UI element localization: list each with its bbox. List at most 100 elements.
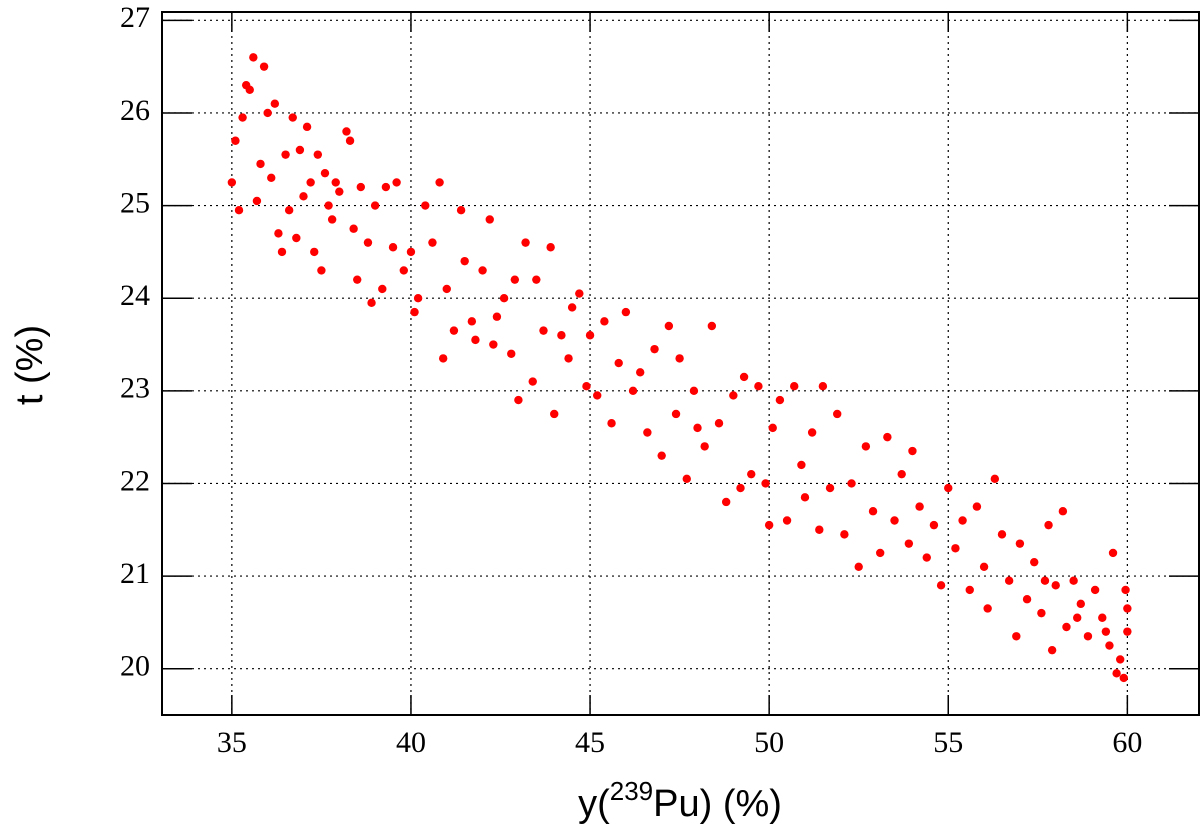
point [234,206,244,215]
point [754,381,763,391]
point [951,544,960,553]
point [675,354,684,363]
point [345,136,355,145]
point [1083,632,1093,641]
point [768,423,777,433]
point [499,294,509,303]
point [306,178,315,187]
point [621,307,631,317]
point [353,275,362,284]
point [1012,632,1021,641]
point [1037,608,1046,618]
point [370,201,380,210]
point [936,581,946,590]
point [363,238,373,247]
point [327,215,337,224]
point [292,233,301,243]
point [270,99,280,108]
point [392,178,401,187]
point [671,409,681,419]
point [471,335,480,345]
point [729,391,738,400]
point [714,419,724,428]
point [428,238,437,247]
point [636,368,645,377]
point [249,53,258,62]
point [1123,604,1132,613]
point [259,62,269,71]
point [1044,520,1053,530]
point [263,108,272,118]
point [252,196,262,206]
point [600,317,609,326]
point [532,275,541,284]
point [825,483,835,493]
point [1123,627,1132,636]
y-tick-label: 20 [120,650,150,683]
point [607,419,616,428]
point [922,553,931,562]
x-axis-label: y(239Pu) (%) [578,776,782,825]
point [997,530,1007,539]
point [313,150,323,159]
point [883,432,892,442]
point [335,187,344,196]
point [510,275,520,284]
y-tick-label: 24 [120,279,150,312]
point [564,354,573,363]
point [1101,627,1111,636]
point [413,294,423,303]
point [875,548,885,558]
point [1119,673,1128,683]
point [593,391,602,400]
point [521,238,530,247]
x-tick-label: 50 [754,726,784,759]
point [1062,622,1071,632]
point [747,469,756,479]
point [324,201,333,210]
point [944,483,953,493]
y-tick-label: 26 [120,94,150,127]
point [585,331,595,340]
point [410,307,419,317]
point [797,460,806,470]
point [990,474,1000,484]
point [908,446,917,456]
point [764,520,774,530]
point [320,168,330,178]
point [550,409,559,419]
point [775,395,785,405]
point [643,428,652,437]
point [790,381,799,391]
x-tick-label: 55 [933,726,963,759]
x-label-sup: 239 [610,776,653,806]
point [664,321,674,331]
y-tick-label: 21 [120,557,150,590]
point [295,145,305,155]
point [349,224,358,233]
point [1040,576,1050,585]
point [904,539,914,548]
point [557,331,566,340]
y-tick-label: 22 [120,464,150,497]
point [682,474,691,484]
point [281,150,290,159]
point [442,284,451,294]
point [958,516,967,525]
point [840,530,849,539]
point [1115,655,1125,664]
point [267,173,276,182]
point [514,395,523,405]
point [833,409,842,419]
point [1121,585,1130,595]
x-tick-label: 60 [1112,726,1142,759]
point [421,201,430,210]
point [721,497,731,507]
point [449,326,459,335]
point [575,289,584,298]
point [227,178,237,187]
point [1022,595,1032,604]
point [815,525,824,534]
point [460,256,469,266]
point [800,493,810,502]
